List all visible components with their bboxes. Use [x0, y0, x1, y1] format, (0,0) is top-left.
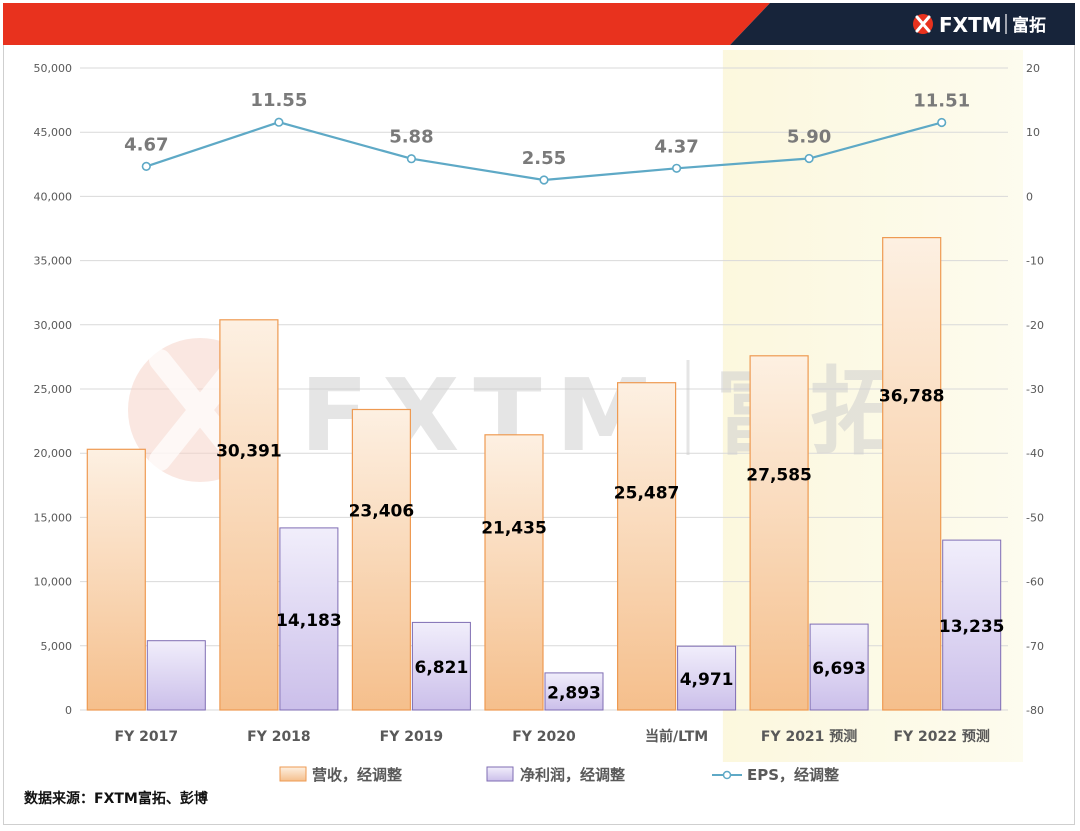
y-left-tick-label: 40,000 [34, 190, 73, 203]
y-left-tick-label: 20,000 [34, 447, 73, 460]
revenue-bar [749, 355, 809, 711]
net-profit-bar [411, 621, 471, 711]
revenue-bar [351, 408, 411, 711]
eps-data-label: 4.37 [654, 136, 698, 157]
x-tick-label: FY 2017 [115, 729, 179, 745]
y-left-tick-label: 45,000 [34, 126, 73, 139]
y-left-tick-label: 0 [65, 704, 72, 717]
header-red-bar [3, 3, 770, 45]
eps-marker [671, 163, 682, 173]
y-left-tick-label: 30,000 [34, 319, 73, 332]
net-profit-data-label: 6,821 [415, 658, 469, 678]
net-profit-bar [544, 672, 604, 711]
y-right-tick-label: -20 [1026, 319, 1044, 332]
x-tick-label: FY 2018 [247, 729, 311, 745]
legend-eps-marker [722, 770, 732, 780]
x-tick-label: FY 2021 预测 [761, 728, 857, 745]
y-left-tick-label: 5,000 [41, 640, 73, 653]
revenue-data-label: 36,788 [879, 387, 945, 407]
revenue-data-label: 25,487 [614, 484, 680, 504]
revenue-bar [86, 448, 146, 711]
legend-eps-label: EPS，经调整 [747, 766, 839, 784]
eps-marker [274, 117, 284, 127]
y-right-tick-label: 20 [1026, 62, 1040, 75]
y-left-tick-label: 50,000 [34, 62, 73, 75]
x-tick-label: FY 2022 预测 [893, 728, 989, 745]
revenue-data-label: 27,585 [746, 466, 812, 486]
y-right-tick-label: -50 [1026, 511, 1044, 524]
eps-data-label: 11.55 [250, 90, 307, 111]
fxtm-logo-x-icon [915, 15, 931, 33]
legend-revenue-swatch [279, 766, 307, 782]
y-right-tick-label: -40 [1026, 447, 1044, 460]
y-right-tick-label: -30 [1026, 383, 1044, 396]
net-profit-bar [677, 645, 737, 711]
revenue-bar [882, 237, 942, 711]
eps-marker [804, 153, 814, 164]
y-left-tick-label: 35,000 [34, 255, 73, 268]
eps-marker [406, 154, 417, 164]
y-right-tick-label: -10 [1026, 255, 1044, 268]
revenue-bar [616, 382, 677, 711]
revenue-data-label: 21,435 [481, 519, 547, 539]
eps-data-label: 5.90 [787, 127, 831, 148]
eps-data-label: 2.55 [522, 148, 566, 169]
y-left-tick-label: 25,000 [34, 383, 73, 396]
logo-cn-text: 富拓 [1012, 15, 1046, 36]
net-profit-data-label: 6,693 [812, 659, 866, 679]
y-left-tick-label: 10,000 [34, 576, 73, 589]
legend-revenue-label: 营收，经调整 [312, 766, 402, 784]
net-profit-data-label: 4,971 [680, 670, 734, 690]
net-profit-bar [942, 539, 1002, 711]
legend-net-profit-swatch [486, 766, 514, 782]
y-right-tick-label: -80 [1026, 704, 1044, 717]
net-profit-data-label: 14,183 [276, 611, 342, 631]
x-tick-label: 当前/LTM [645, 728, 708, 745]
net-profit-data-label: 2,893 [547, 683, 601, 703]
y-right-tick-label: 10 [1026, 126, 1040, 139]
legend-net-profit-label: 净利润，经调整 [520, 766, 625, 784]
logo-text: FXTM [939, 13, 1002, 37]
y-right-tick-label: -70 [1026, 640, 1044, 653]
net-profit-bar [809, 623, 869, 711]
net-profit-data-label: 13,235 [939, 617, 1005, 637]
eps-marker [141, 161, 151, 171]
eps-data-label: 5.88 [389, 127, 433, 148]
y-left-tick-label: 15,000 [34, 511, 73, 524]
y-right-tick-label: -60 [1026, 576, 1044, 589]
header-dark-bar [730, 3, 1075, 45]
eps-marker [539, 175, 549, 185]
revenue-bar [484, 434, 544, 711]
eps-data-label: 4.67 [124, 134, 168, 155]
x-tick-label: FY 2020 [512, 729, 576, 745]
revenue-data-label: 23,406 [349, 502, 415, 522]
revenue-data-label: 30,391 [216, 442, 282, 462]
net-profit-bar [279, 527, 339, 711]
x-tick-label: FY 2019 [380, 729, 444, 745]
eps-marker [937, 117, 947, 128]
eps-data-label: 11.51 [913, 91, 970, 112]
net-profit-bar [146, 640, 206, 711]
y-right-tick-label: 0 [1026, 190, 1033, 203]
watermark-cn-text: 富拓 [715, 358, 905, 468]
revenue-bar [219, 319, 279, 711]
source-note: 数据来源：FXTM富拓、彭博 [24, 791, 208, 807]
